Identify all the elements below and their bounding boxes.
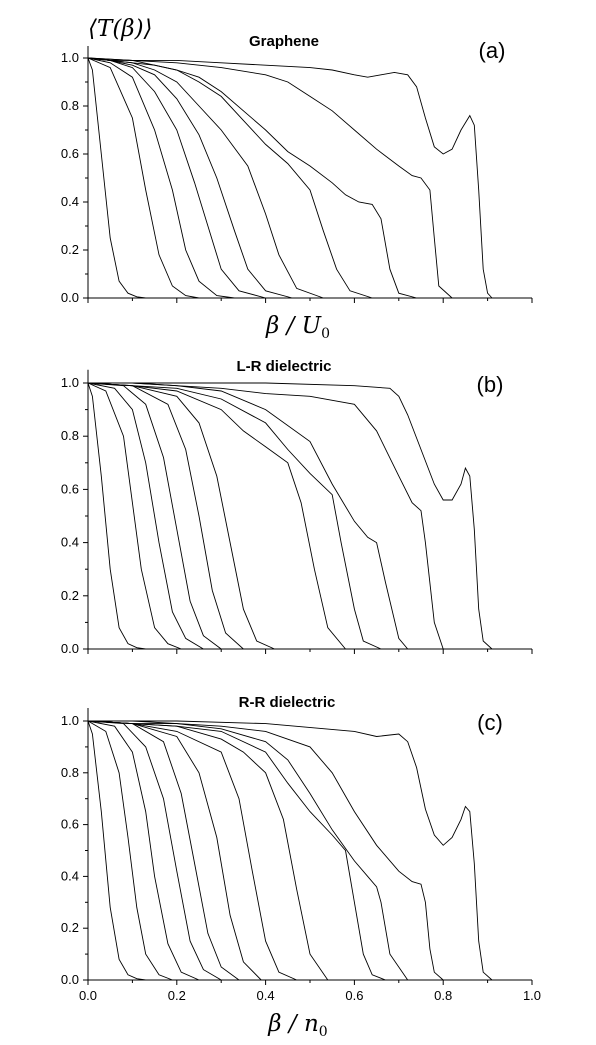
y-tick-label: 0.2 — [61, 242, 79, 257]
y-tick-label: 0.4 — [61, 194, 79, 209]
series-line-6 — [87, 720, 262, 981]
x-tick-label: 0.2 — [168, 988, 186, 1003]
series-line-4 — [87, 57, 266, 299]
series-line-1 — [87, 720, 146, 981]
series-line-5 — [87, 720, 240, 981]
y-tick-label: 0.0 — [61, 290, 79, 305]
x-axis-label: β / n0 — [267, 1011, 327, 1040]
y-tick-label: 0.2 — [61, 920, 79, 935]
x-tick-label: 0.4 — [257, 988, 275, 1003]
panel-title: R-R dielectric — [239, 694, 336, 711]
series-line-10 — [88, 382, 444, 650]
series-line-8 — [87, 382, 382, 650]
y-tick-label: 0.4 — [61, 868, 79, 883]
series-line-11 — [88, 382, 493, 650]
panel-tag: (c) — [477, 710, 503, 735]
panel-a: 0.0 0.2 0.4 0.6 0.8 1.0 Graphene (a) β / U0 — [61, 33, 533, 342]
series-line-4 — [87, 382, 222, 650]
series-line-2 — [87, 720, 173, 981]
series-line-3 — [87, 720, 200, 981]
series-line-10 — [87, 57, 493, 299]
y-tick-label: 0.0 — [61, 972, 79, 987]
y-tick-label: 0.0 — [61, 641, 79, 656]
series-line-5 — [87, 57, 293, 299]
x-tick-label: 0.6 — [345, 988, 363, 1003]
series-line-7 — [87, 382, 346, 650]
panel-c: 0.0 0.2 0.4 0.6 0.8 1.0 0.0 0.2 0.4 0.6 0.8 1.0 R-R … — [61, 694, 541, 1040]
y-tick-label: 1.0 — [61, 50, 79, 65]
y-axis-label: ⟨T(β)⟩ — [88, 16, 153, 42]
x-axis-label: β / U0 — [265, 313, 330, 342]
y-tick-label: 0.6 — [61, 146, 79, 161]
series-line-8 — [87, 720, 329, 981]
y-tick-label: 0.4 — [61, 535, 79, 550]
y-tick-label: 0.8 — [61, 98, 79, 113]
y-tick-label: 0.8 — [61, 428, 79, 443]
series-line-9 — [87, 57, 453, 299]
y-tick-label: 0.2 — [61, 588, 79, 603]
series-line-2 — [87, 57, 200, 299]
series-line-3 — [87, 57, 235, 299]
series-line-3 — [87, 382, 204, 650]
y-tick-label: 1.0 — [61, 713, 79, 728]
panel-tag: (b) — [477, 372, 504, 397]
series-line-12 — [88, 720, 493, 981]
series-line-1 — [87, 382, 146, 650]
series-line-7 — [87, 57, 373, 299]
series-line-5 — [87, 382, 244, 650]
y-tick-label: 0.6 — [61, 817, 79, 832]
x-tick-label: 0.0 — [79, 988, 97, 1003]
y-tick-label: 0.8 — [61, 765, 79, 780]
series-line-2 — [87, 382, 182, 650]
series-line-7 — [87, 720, 297, 981]
series-line-9 — [87, 720, 386, 981]
y-tick-label: 0.6 — [61, 481, 79, 496]
y-tick-label: 1.0 — [61, 375, 79, 390]
series-line-10 — [87, 720, 409, 981]
series-line-11 — [88, 720, 444, 981]
panel-b: 0.0 0.2 0.4 0.6 0.8 1.0 L-R dielectric (b) — [61, 358, 533, 656]
series-line-8 — [87, 57, 417, 299]
panel-title: Graphene — [249, 33, 319, 50]
x-tick-label: 0.8 — [434, 988, 452, 1003]
series-line-1 — [87, 57, 146, 299]
series-line-4 — [87, 720, 222, 981]
series-line-6 — [87, 57, 324, 299]
x-tick-label: 1.0 — [523, 988, 541, 1003]
panel-title: L-R dielectric — [236, 358, 331, 375]
panel-tag: (a) — [479, 38, 506, 63]
series-line-6 — [87, 382, 275, 650]
